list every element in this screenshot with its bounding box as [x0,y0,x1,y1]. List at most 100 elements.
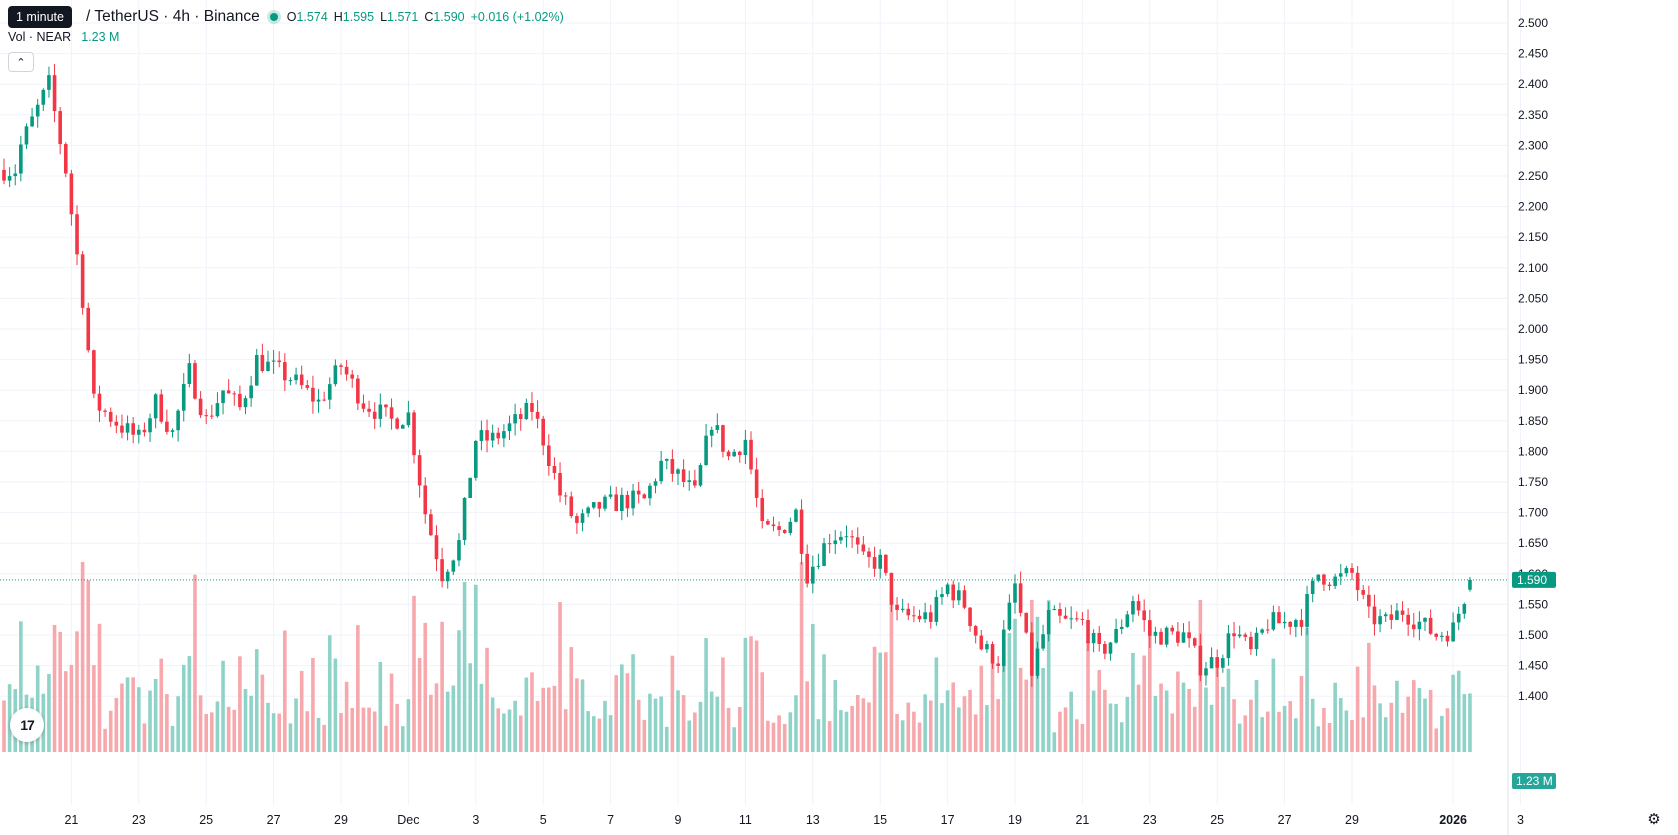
candle-body [1153,631,1158,636]
candle-body [591,502,596,508]
volume-bar [698,701,703,752]
volume-bar [1294,718,1298,752]
volume-bar [1282,705,1287,752]
candle-body [412,412,416,456]
candle-body [165,421,169,432]
volume-bar [2,700,6,752]
volume-bar [7,684,12,752]
candle-body [569,496,574,517]
price-tick-label: 1.700 [1518,506,1548,520]
volume-bar [254,649,259,752]
volume-bar [580,679,585,752]
volume-bar [92,665,96,752]
volume-legend[interactable]: Vol · NEAR 1.23 M [8,30,119,44]
volume-bar [35,665,40,752]
tradingview-logo[interactable]: 17 [10,708,44,742]
candle-body [198,398,203,416]
candle-body [917,615,922,620]
candle-body [659,460,663,482]
candle-body [24,126,29,145]
candle-body [625,494,630,509]
volume-bar [1103,689,1107,752]
volume-bar [1013,618,1017,752]
price-tick-label: 2.300 [1518,138,1548,152]
candle-body [608,494,613,497]
market-status-icon[interactable] [269,13,278,21]
time-tick-label: 23 [1143,813,1157,827]
volume-bar [52,624,57,752]
volume-bar [1226,668,1231,752]
price-tick-label: 1.750 [1518,475,1548,489]
volume-bar [839,710,843,752]
candle-body [1400,610,1405,615]
volume-bar [749,636,753,752]
volume-bar [1265,711,1270,752]
symbol-title[interactable]: / TetherUS · 4h · Binance [86,8,260,25]
volume-badge: 1.23 M [1512,773,1556,789]
volume-bar [378,661,383,752]
candle-body [445,571,450,582]
candle-body [766,521,770,525]
candle-body [636,490,641,495]
volume-bar [990,657,995,752]
volume-bar [1007,633,1012,752]
volume-bar [1468,693,1472,752]
price-axis[interactable]: 2.500 2.450 2.400 2.350 2.300 2.250 2.200 2.150… [1507,0,1548,835]
logo-text: 17 [20,717,35,733]
candle-body [30,116,34,127]
candle-body [906,608,911,616]
volume-bar [198,695,203,752]
candle-body [884,554,888,573]
symbol-legend: / TetherUS · 4h · Binance O1.574 H1.595 … [8,6,564,28]
candle-body [238,393,242,408]
candle-body [1378,616,1382,625]
volume-bar [1417,688,1422,752]
price-tick-label: 2.000 [1518,322,1548,336]
volume-bar [131,677,135,752]
candle-body [923,612,927,620]
candle-body [1198,645,1203,676]
collapse-legend-button[interactable]: ⌃ [8,52,34,72]
volume-bar [142,723,147,752]
volume-bar [979,665,984,752]
time-axis[interactable]: 21 23 25 27 29 Dec 3 5 7 9 11 13 15 17 19 21 23 25 27 29 202… [64,813,1524,827]
volume-bar [496,708,501,752]
volume-bar [58,631,62,752]
volume-bar [771,722,776,752]
candle-body [114,421,119,426]
gear-icon[interactable]: ⚙ [1647,811,1661,828]
volume-bar [934,657,939,752]
candle-body [1310,580,1315,595]
volume-bar [389,673,394,752]
candle-body [41,89,46,105]
volume-bar [996,699,1000,752]
candle-body [1333,576,1337,587]
volume-bar [1249,699,1253,752]
candle-body [215,403,220,417]
candle-body [855,537,860,545]
candle-body [1013,583,1017,603]
volume-bar [1097,669,1102,752]
price-tick-label: 2.450 [1518,47,1548,61]
candle-body [1440,635,1444,637]
volume-bar [327,635,332,752]
candle-body [63,144,68,174]
candle-body [226,390,231,394]
candle-body [900,608,905,610]
volume-bar [973,714,978,752]
candle-body [1221,658,1225,668]
candle-body [676,469,680,474]
volume-bar [344,681,349,752]
volume-bar [1456,670,1461,752]
volume-bar [299,670,304,752]
volume-bar [788,712,793,752]
candle-body [1148,620,1152,636]
candle-body [311,387,315,402]
candle-body [788,521,793,533]
candle-body [895,604,899,610]
candle-body [1456,613,1461,623]
volume-bar [103,728,107,752]
volume-bar [1170,713,1175,752]
volume-bar [502,713,506,752]
